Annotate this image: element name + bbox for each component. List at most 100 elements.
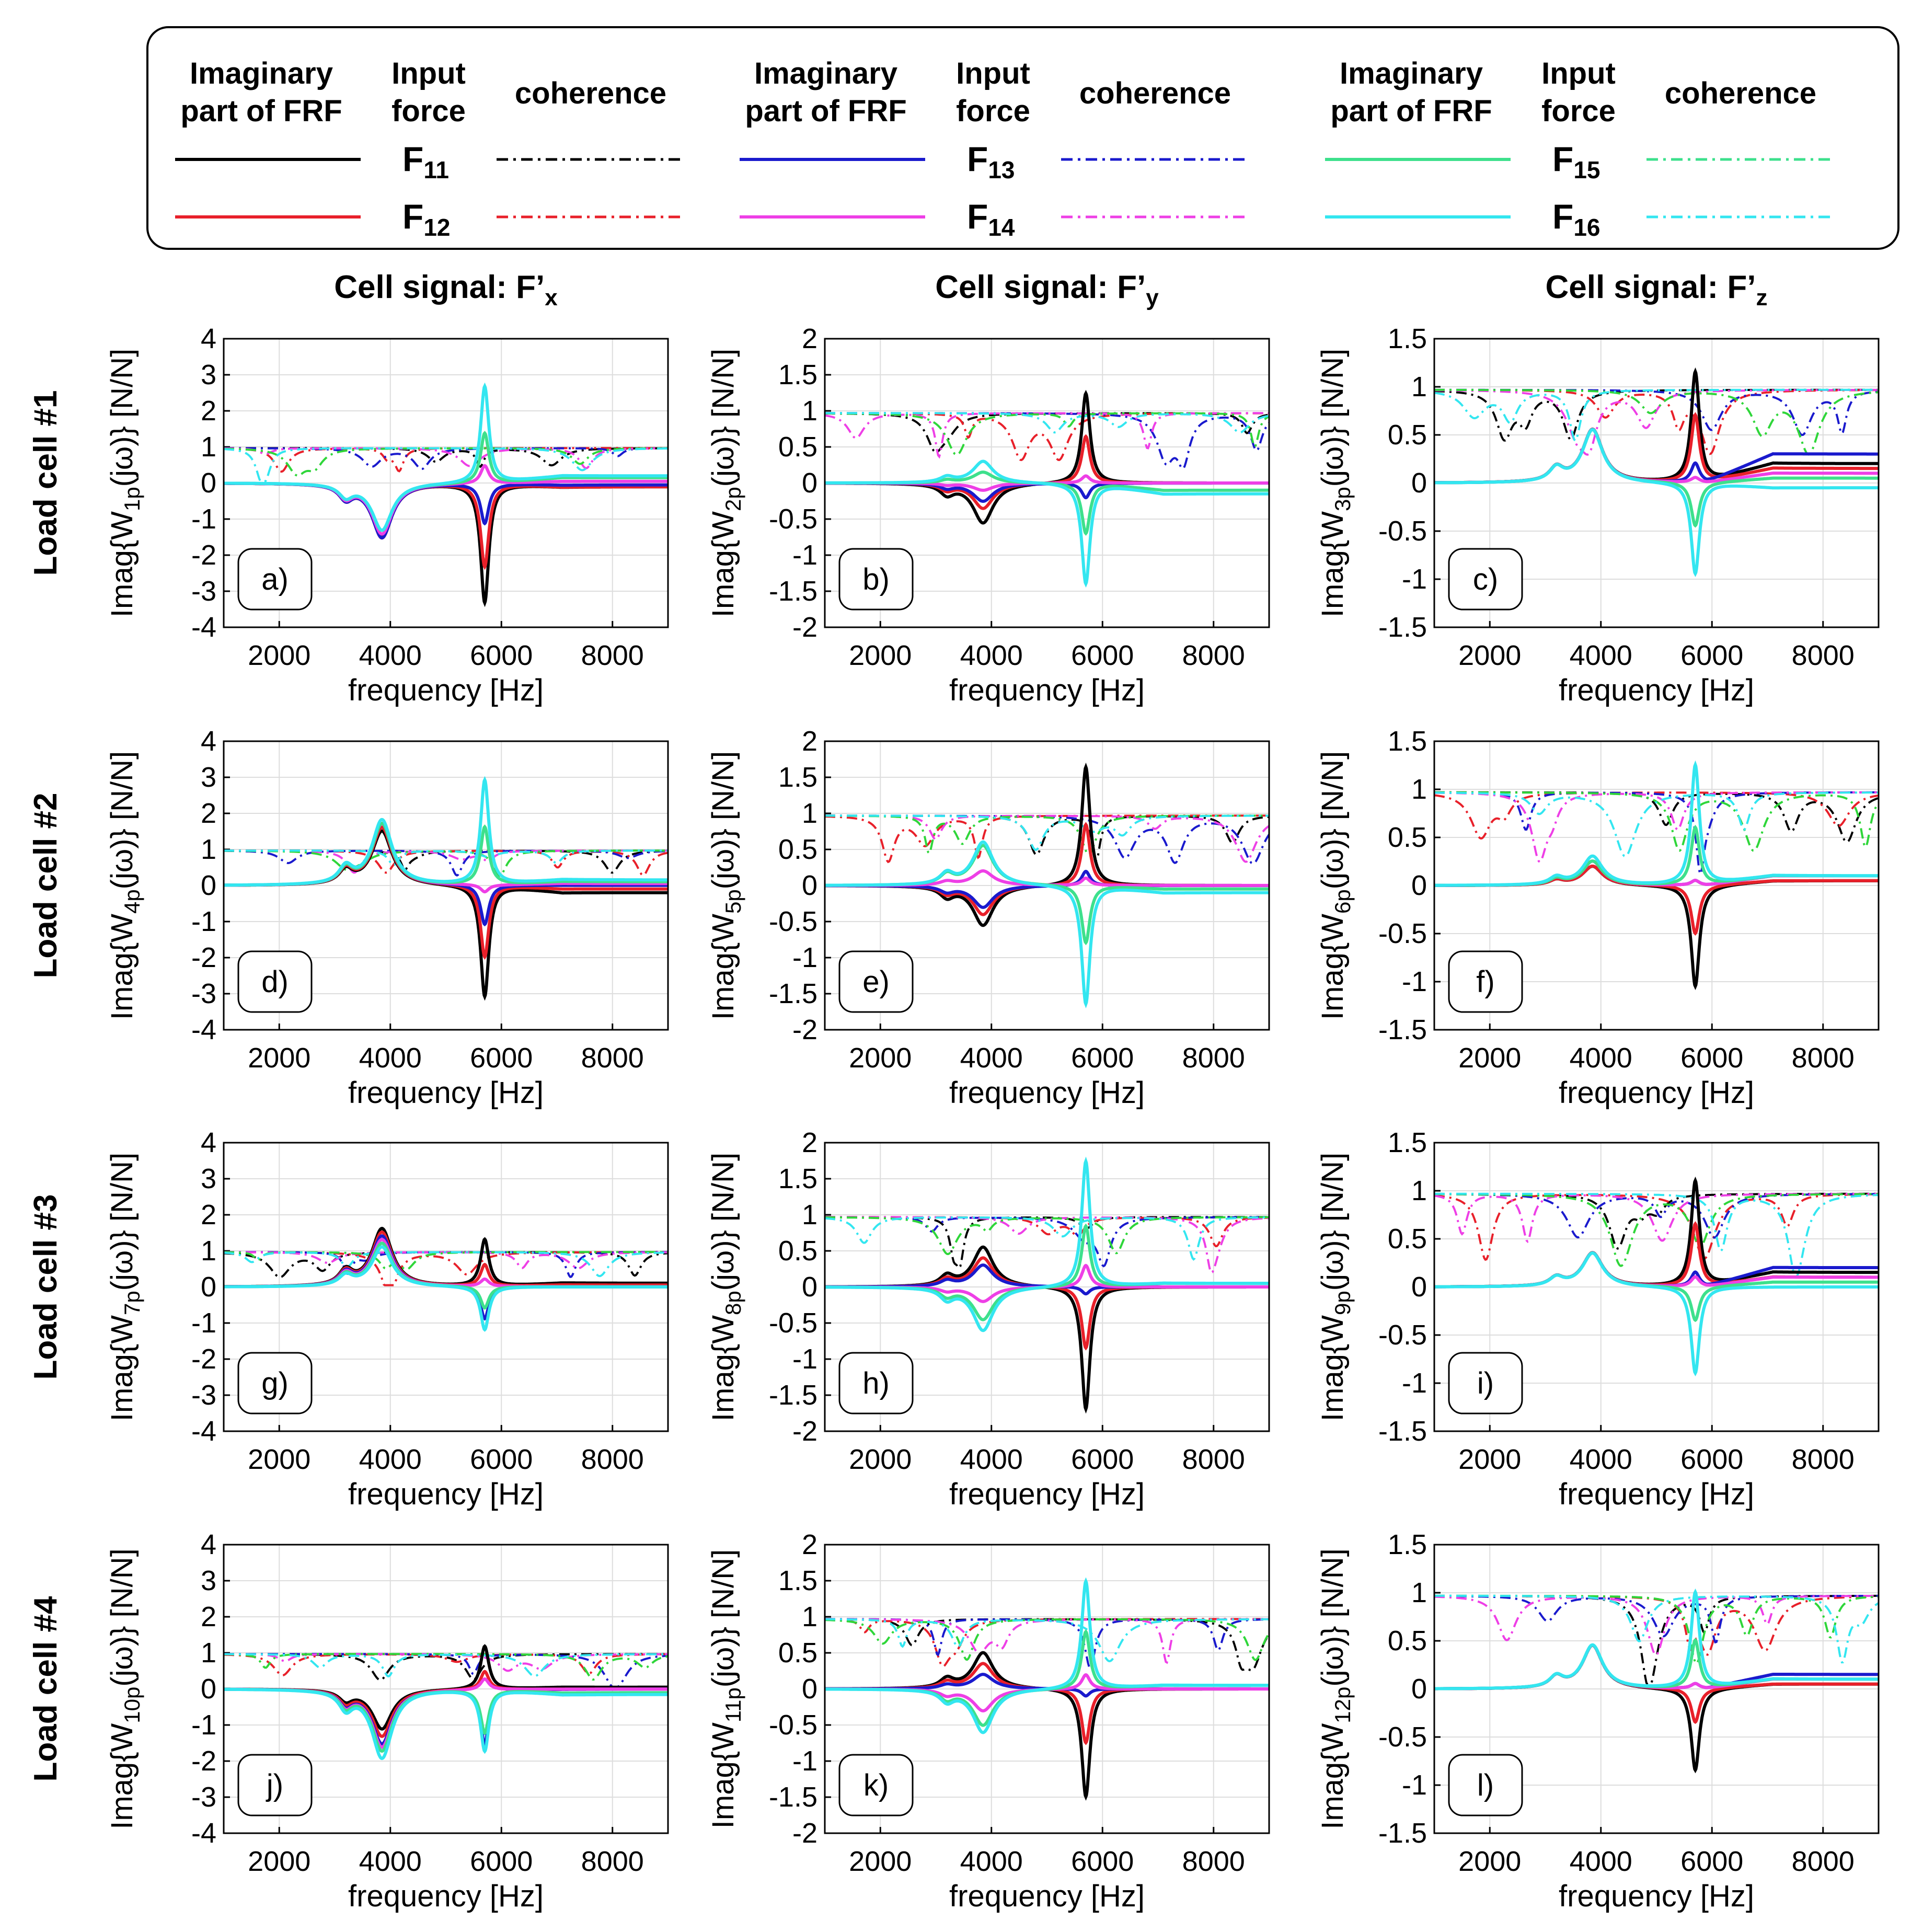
panel-c: 1.5 1 0.5 0 -0.5 -1 -1.5 2000 4000 6000 8000 c) freq… [1316, 323, 1880, 707]
y-tick-label: -4 [191, 1818, 216, 1849]
axes-box [1433, 338, 1880, 628]
y-axis-label: Imag{W6p(jω)} [N/N] [1316, 751, 1355, 1020]
panel-label: e) [862, 965, 890, 999]
y-tick-label: -2 [191, 1343, 216, 1375]
coherence-F16 [825, 1216, 1269, 1261]
y-tick-label: 1.5 [778, 359, 817, 390]
y-tick-label: -1.5 [769, 1379, 817, 1411]
x-tick-label: 8000 [1792, 1444, 1855, 1475]
panel-d: 4 3 2 1 0 -1 -2 -3 -4 2000 4000 6000 8000 d) frequency… [105, 726, 669, 1110]
y-tick-label: -1 [792, 942, 817, 973]
panel-label: l) [1477, 1768, 1494, 1802]
y-tick-label: -1.5 [769, 1781, 817, 1813]
coherence-F14 [825, 1216, 1269, 1274]
y-tick-label: 0.5 [778, 431, 817, 463]
legend-header-frf: Imaginary [190, 56, 333, 90]
y-tick-label: 1.5 [778, 762, 817, 793]
y-tick-label: -1 [1402, 564, 1427, 595]
legend-header-force: Input [1541, 56, 1616, 90]
panel-label: f) [1476, 965, 1494, 999]
y-tick-label: 0 [1411, 467, 1427, 499]
series-group [224, 1644, 668, 1761]
y-tick-label: 0.5 [1388, 822, 1427, 853]
y-tick-label: -0.5 [1378, 918, 1427, 949]
series-group [1434, 367, 1879, 578]
series-group [825, 1156, 1269, 1414]
y-tick-label: 1 [802, 798, 817, 829]
x-tick-label: 8000 [581, 1042, 644, 1074]
legend-header-force: force [1541, 94, 1616, 128]
panel-label-box [1448, 548, 1523, 611]
y-tick-label: 2 [201, 798, 216, 829]
frf-F16 [825, 459, 1269, 588]
x-tick-label: 2000 [849, 1444, 912, 1475]
x-tick-label: 6000 [470, 1846, 533, 1877]
legend: Imaginary part of FRF Input force coherence F… [175, 56, 1835, 241]
frf-F16 [1434, 1251, 1879, 1377]
x-tick-label: 8000 [581, 1444, 644, 1475]
x-tick-label: 2000 [1458, 640, 1521, 671]
coherence-F16 [825, 1618, 1269, 1662]
axes-box [824, 740, 1270, 1031]
panel-label-box [237, 1754, 313, 1816]
y-tick-label: 0 [201, 1673, 216, 1705]
legend-header-frf: part of FRF [180, 94, 342, 128]
panel-j: 4 3 2 1 0 -1 -2 -3 -4 2000 4000 6000 8000 j) frequency… [105, 1529, 669, 1913]
y-tick-label: -3 [191, 576, 216, 607]
y-tick-label: 0.5 [778, 834, 817, 865]
series-group [1434, 1176, 1879, 1377]
y-tick-label: 4 [201, 323, 216, 354]
panel-k: 2 1.5 1 0.5 0 -0.5 -1 -1.5 -2 2000 4000 6000 8000 k) f… [706, 1529, 1270, 1913]
y-tick-label: 1.5 [778, 1163, 817, 1194]
axes-box [1433, 1544, 1880, 1834]
frf-F16 [825, 840, 1269, 1009]
panel-label-box [838, 950, 914, 1013]
frf-F16 [224, 776, 668, 887]
y-tick-label: 0 [201, 870, 216, 901]
frf-F16 [825, 1577, 1269, 1734]
x-tick-label: 4000 [960, 1846, 1023, 1877]
x-axis-label: frequency [Hz] [348, 1477, 544, 1511]
y-tick-label: -1.5 [1378, 1416, 1427, 1447]
y-tick-label: -0.5 [1378, 515, 1427, 547]
series-group [825, 1577, 1269, 1801]
y-tick-label: -2 [792, 612, 817, 643]
y-tick-label: -1 [1402, 1769, 1427, 1801]
x-tick-label: 2000 [248, 1042, 310, 1074]
y-tick-label: 2 [201, 1601, 216, 1632]
axes-box [223, 1544, 669, 1834]
row-title: Load cell #4 [28, 1596, 64, 1781]
x-tick-label: 6000 [1071, 1042, 1134, 1074]
x-axis-label: frequency [Hz] [1559, 1477, 1754, 1511]
axes-box [824, 1142, 1270, 1432]
y-tick-label: 1 [802, 395, 817, 427]
axes-box [223, 740, 669, 1031]
x-tick-label: 4000 [960, 1444, 1023, 1475]
x-axis-label: frequency [Hz] [949, 673, 1145, 707]
coherence-F12 [1434, 791, 1879, 840]
y-tick-label: 2 [201, 1199, 216, 1230]
x-tick-label: 4000 [359, 1042, 422, 1074]
coherence-F15 [825, 1618, 1269, 1661]
legend-header-force: force [956, 94, 1030, 128]
x-tick-label: 8000 [581, 1846, 644, 1877]
panel-label: b) [862, 562, 890, 596]
y-tick-label: 1.5 [1388, 1127, 1427, 1158]
x-tick-label: 2000 [1458, 1444, 1521, 1475]
x-tick-label: 6000 [1680, 1846, 1743, 1877]
x-tick-label: 6000 [470, 1042, 533, 1074]
legend-force-label: F15 [1552, 140, 1600, 183]
column-title: Cell signal: F’x [334, 269, 558, 310]
y-axis-label: Imag{W9p(jω)} [N/N] [1316, 1153, 1355, 1421]
x-axis-label: frequency [Hz] [949, 1477, 1145, 1511]
y-tick-label: -4 [191, 612, 216, 643]
legend-header-force: Input [391, 56, 466, 90]
column-title: Cell signal: F’y [935, 269, 1159, 310]
y-tick-label: -2 [792, 1014, 817, 1045]
frf-F16 [1434, 760, 1879, 887]
y-tick-label: -2 [792, 1818, 817, 1849]
y-tick-label: -0.5 [1378, 1319, 1427, 1351]
y-tick-label: 1 [201, 431, 216, 463]
y-axis-label: Imag{W11p(jω)} [N/N] [706, 1549, 745, 1828]
